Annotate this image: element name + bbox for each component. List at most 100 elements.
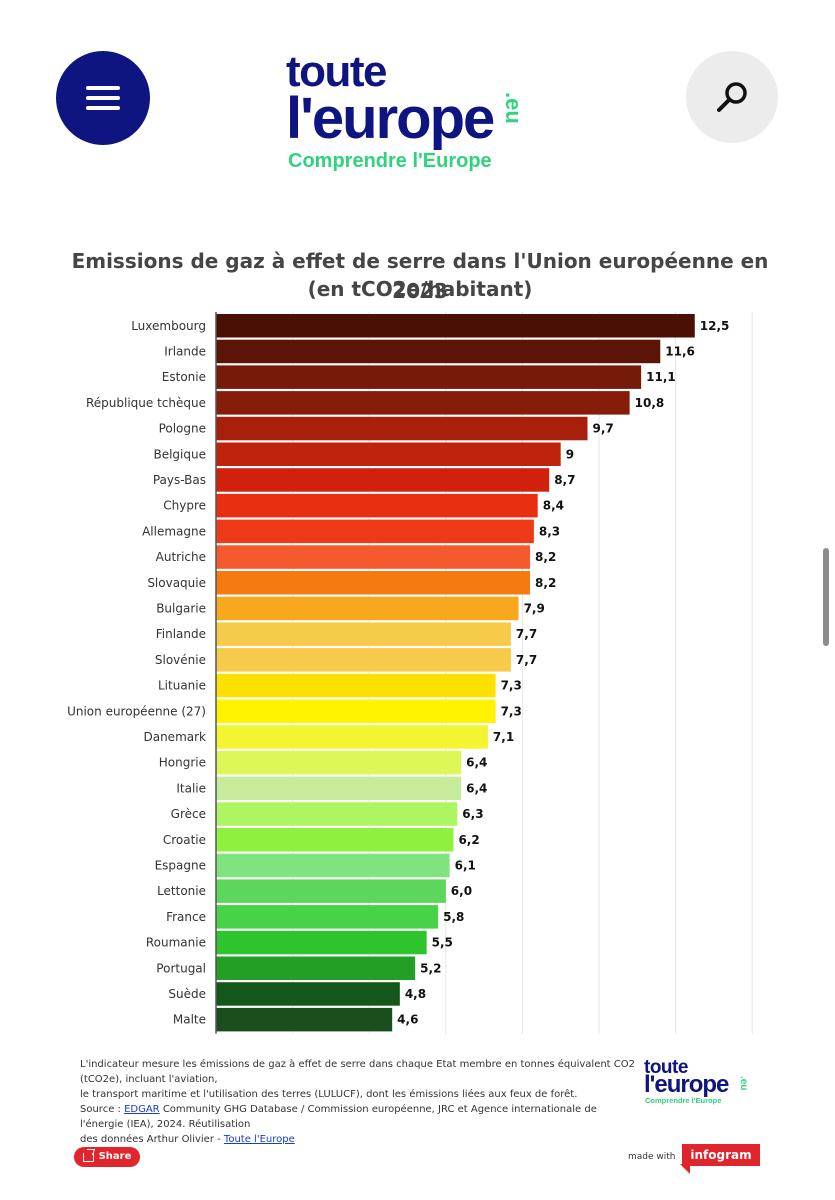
value-label: 4,8 [405,987,426,1001]
hamburger-menu-icon [86,86,120,110]
bar [216,905,439,929]
value-label: 11,1 [646,370,676,384]
value-label: 7,7 [516,653,537,667]
logo-suffix: .eu [501,92,526,124]
share-arrow-icon [82,1152,94,1162]
category-label: Lituanie [158,679,206,693]
source-link-edgar[interactable]: EDGAR [124,1104,160,1115]
bar [216,776,462,801]
category-label: Autriche [156,550,206,564]
value-label: 8,4 [543,499,564,513]
magnifier-search-icon [717,82,747,112]
bar [216,596,519,621]
category-label: Finlande [156,627,206,641]
share-label: Share [98,1151,132,1162]
note-line2: le transport maritime et l'utilisation d… [80,1089,578,1100]
menu-button[interactable] [56,51,150,145]
category-label: France [166,910,206,924]
category-label: Irlande [164,344,206,358]
category-label: Grèce [171,807,206,821]
reuse-line: des données Arthur Olivier - Toute l'Eur… [80,1132,640,1147]
category-label: Roumanie [146,936,206,950]
bar [216,828,454,852]
value-label: 5,2 [420,961,441,975]
value-label: 6,4 [466,781,487,795]
logo-line2: l'europe [286,86,495,151]
search-button[interactable] [686,51,778,143]
category-label: Union européenne (27) [67,704,206,718]
bar [216,571,531,595]
category-label: Croatie [163,833,206,847]
bar [216,879,446,903]
category-label: Italie [176,781,206,795]
bar [216,750,462,775]
bar [216,416,588,441]
made-with-label: made with [628,1152,676,1162]
category-label: Danemark [143,730,206,744]
value-label: 7,3 [501,679,522,693]
bar [216,391,630,415]
bar [216,930,427,955]
share-button[interactable]: Share [74,1147,140,1167]
bar [216,725,488,749]
footer-logo-line2: l'europe [644,1071,729,1098]
value-label: 8,2 [535,576,556,590]
logo-tagline: Comprendre l'Europe [288,150,492,172]
value-label: 8,7 [554,473,575,487]
bar [216,519,534,544]
chart-title: Emissions de gaz à effet de serre dans l… [71,249,769,303]
chart-subtitle: (en tCO2e/habitant) [307,277,533,301]
value-label: 4,6 [397,1013,418,1027]
source-line: Source : EDGAR Community GHG Database / … [80,1102,640,1132]
value-label: 12,5 [700,319,730,333]
bar [216,853,450,878]
source-prefix: Source : [80,1104,125,1115]
value-label: 7,1 [493,730,514,744]
bar [216,314,695,338]
bar [216,493,538,518]
bar [216,699,496,723]
value-label: 5,8 [443,910,464,924]
bar [216,545,531,569]
category-label: Portugal [156,961,206,975]
value-label: 9,7 [593,422,614,436]
value-label: 9 [566,447,574,461]
category-label: Suède [168,987,206,1001]
bar [216,365,642,389]
bar [216,442,561,466]
site-logo[interactable]: toute l'europe .eu Comprendre l'Europe [284,50,554,180]
value-label: 6,3 [462,807,483,821]
footer-logo: toute l'europe .eu Comprendre l'Europe [644,1058,774,1108]
value-label: 6,1 [455,858,476,872]
category-label: Belgique [153,447,206,461]
chart-note: L'indicateur mesure les émissions de gaz… [80,1057,640,1147]
category-label: Luxembourg [131,319,206,333]
value-label: 11,6 [665,344,695,358]
value-label: 8,2 [535,550,556,564]
value-label: 6,4 [466,756,487,770]
note-line1: L'indicateur mesure les émissions de gaz… [80,1059,635,1085]
reuse-text: des données Arthur Olivier - [80,1134,224,1145]
category-label: Slovénie [155,653,206,667]
category-label: Estonie [162,370,206,384]
value-label: 7,3 [501,704,522,718]
value-label: 7,7 [516,627,537,641]
infogram-badge[interactable]: infogram [680,1144,760,1174]
category-label: Allemagne [142,524,206,538]
value-label: 5,5 [432,936,453,950]
page-scrollbar[interactable] [823,548,829,646]
reuse-link[interactable]: Toute l'Europe [223,1134,295,1145]
value-label: 6,2 [458,833,479,847]
category-label: Slovaquie [147,576,206,590]
category-label: Malte [173,1013,206,1027]
bar [216,802,458,826]
bar [216,673,496,698]
bar-chart: Luxembourg 12,5 Irlande 11,6 Estonie 11,1 Répu… [67,312,753,1034]
bar [216,468,550,492]
value-label: 6,0 [451,884,472,898]
bar [216,956,416,980]
category-label: Pologne [159,422,206,436]
bar [216,339,661,364]
bar [216,1007,393,1032]
value-label: 8,3 [539,524,560,538]
